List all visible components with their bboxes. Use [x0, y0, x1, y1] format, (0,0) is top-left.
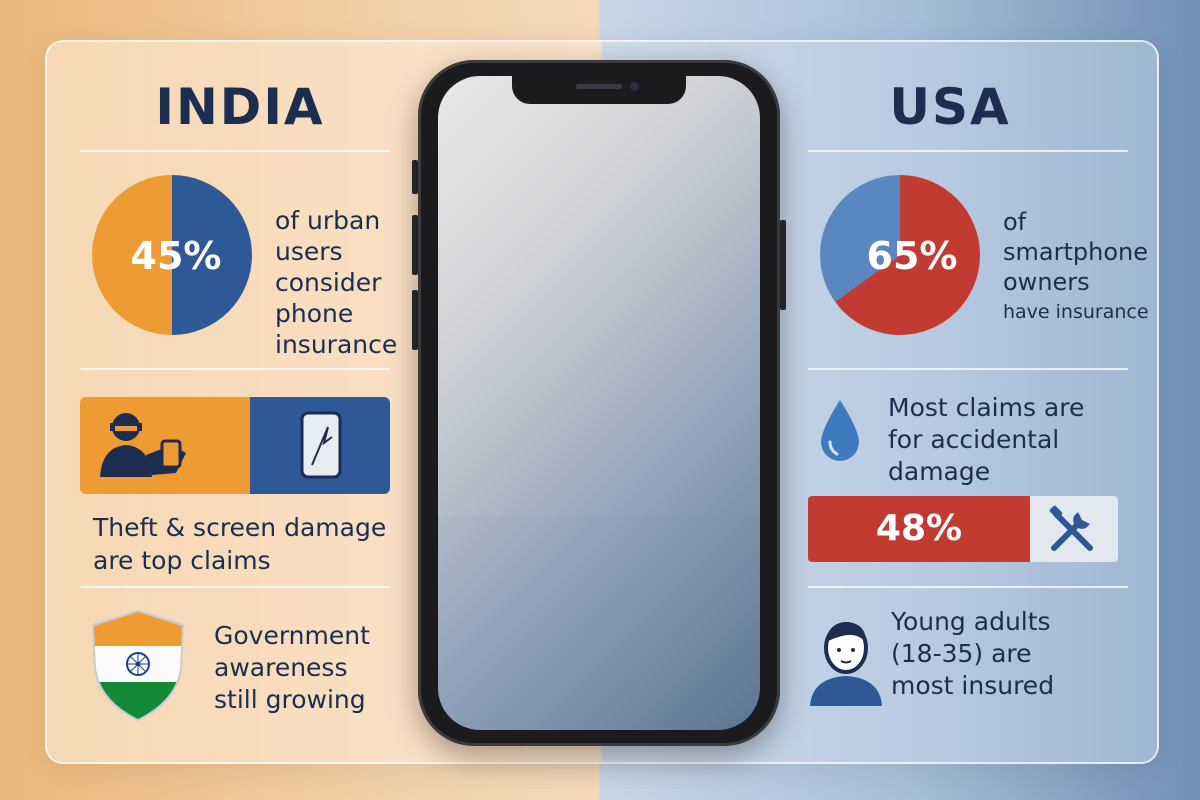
- usa-demographic-line: Young adults: [891, 607, 1051, 636]
- phone-screen: [438, 76, 760, 730]
- phone-side-button: [412, 160, 418, 194]
- usa-stat-value: 65%: [866, 234, 958, 278]
- usa-stat-line: owners: [1003, 268, 1090, 296]
- india-awareness-line: still growing: [214, 685, 366, 714]
- usa-claims-bar-value: 48%: [875, 508, 963, 549]
- phone-speaker: [576, 84, 622, 89]
- india-divider-mid: [80, 368, 390, 370]
- india-awareness-line: awareness: [214, 653, 348, 682]
- india-claims-line: Theft & screen damage: [93, 513, 387, 542]
- india-stat-text: of urban users consider phone insurance: [275, 205, 397, 360]
- tools-icon: [1049, 505, 1093, 551]
- india-pie-chart: [92, 175, 252, 335]
- phone-side-button: [780, 220, 786, 310]
- usa-pie-chart: [820, 175, 980, 335]
- thief-icon: [100, 413, 186, 477]
- person-icon: [810, 622, 882, 706]
- usa-divider-bottom: [808, 586, 1128, 588]
- phone-notch: [512, 76, 686, 104]
- india-stat-value: 45%: [130, 234, 222, 278]
- usa-stat-line: of: [1003, 208, 1027, 236]
- india-divider-bottom: [80, 586, 390, 588]
- india-awareness-line: Government: [214, 621, 370, 650]
- usa-claims-line: for accidental: [888, 425, 1060, 454]
- usa-claims-text: Most claims are for accidental damage: [888, 392, 1084, 488]
- usa-stat-line: have insurance: [1003, 301, 1149, 323]
- water-drop-icon: [821, 400, 859, 461]
- india-flag-shield-icon: [92, 610, 184, 721]
- usa-demographic-line: (18-35) are: [891, 639, 1032, 668]
- india-claims-line: are top claims: [93, 546, 271, 575]
- usa-claims-bar-fill: [808, 496, 1030, 562]
- cracked-phone-icon: [300, 411, 342, 479]
- india-stat-line: of urban: [275, 206, 381, 235]
- phone-side-button: [412, 290, 418, 350]
- usa-stat-text: of smartphone owners have insurance: [1003, 207, 1149, 327]
- usa-heading: USA: [889, 78, 1011, 136]
- usa-divider-mid: [808, 368, 1128, 370]
- phone-side-button: [412, 215, 418, 275]
- usa-divider-top: [808, 150, 1128, 152]
- usa-demographic-text: Young adults (18-35) are most insured: [891, 606, 1054, 702]
- usa-claims-line: Most claims are: [888, 393, 1085, 422]
- phone-camera-icon: [630, 82, 639, 91]
- india-stat-line: insurance: [275, 330, 398, 359]
- india-heading: INDIA: [155, 78, 325, 136]
- usa-demographic-line: most insured: [891, 671, 1055, 700]
- india-stat-line: phone: [275, 299, 354, 328]
- india-stat-line: users: [275, 237, 343, 266]
- thief-panel: [80, 397, 250, 494]
- cracked-phone-panel: [250, 397, 390, 494]
- india-claims-text: Theft & screen damage are top claims: [93, 511, 386, 577]
- india-divider-top: [80, 150, 390, 152]
- india-awareness-text: Government awareness still growing: [214, 620, 370, 716]
- smartphone-illustration: [418, 60, 780, 746]
- usa-stat-line: smartphone: [1003, 238, 1148, 266]
- usa-claims-line: damage: [888, 457, 991, 486]
- india-stat-line: consider: [275, 268, 382, 297]
